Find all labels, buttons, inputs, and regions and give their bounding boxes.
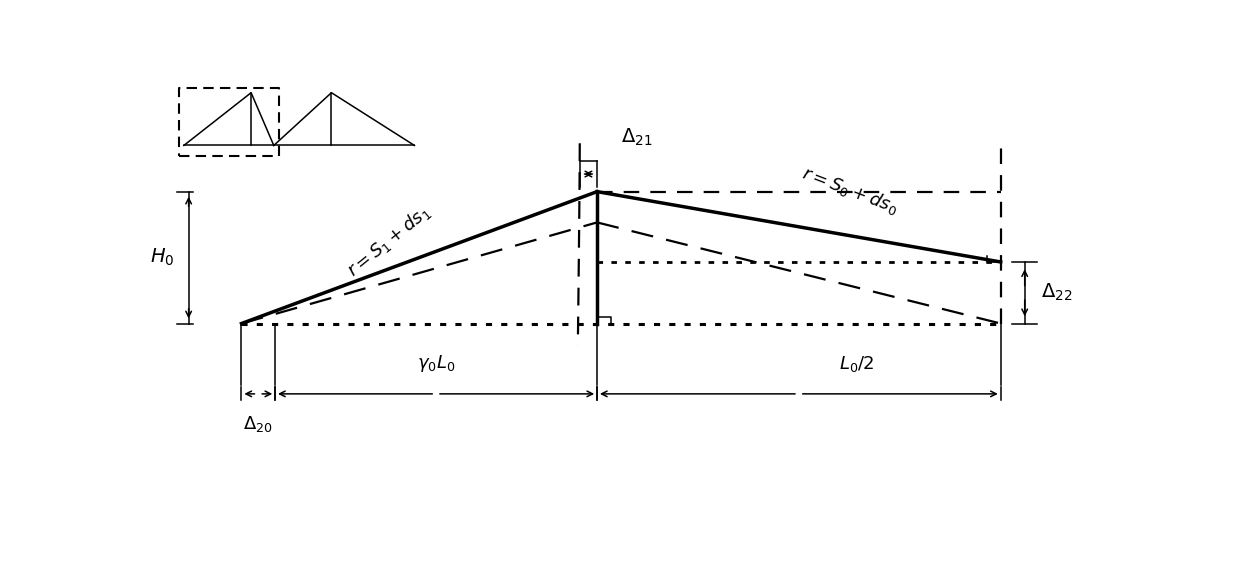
Text: $\Delta_{22}$: $\Delta_{22}$ [1042,282,1073,303]
Text: $r = S_1 + ds_1$: $r = S_1 + ds_1$ [342,200,434,281]
Text: $\Delta_{20}$: $\Delta_{20}$ [243,413,273,433]
Text: $H_0$: $H_0$ [150,247,174,268]
Text: $\gamma_0 L_0$: $\gamma_0 L_0$ [417,353,455,374]
Text: $\Delta_{21}$: $\Delta_{21}$ [621,126,652,148]
Text: $L_0/2$: $L_0/2$ [838,354,874,374]
Text: $r = S_0 + ds_0$: $r = S_0 + ds_0$ [800,163,901,219]
